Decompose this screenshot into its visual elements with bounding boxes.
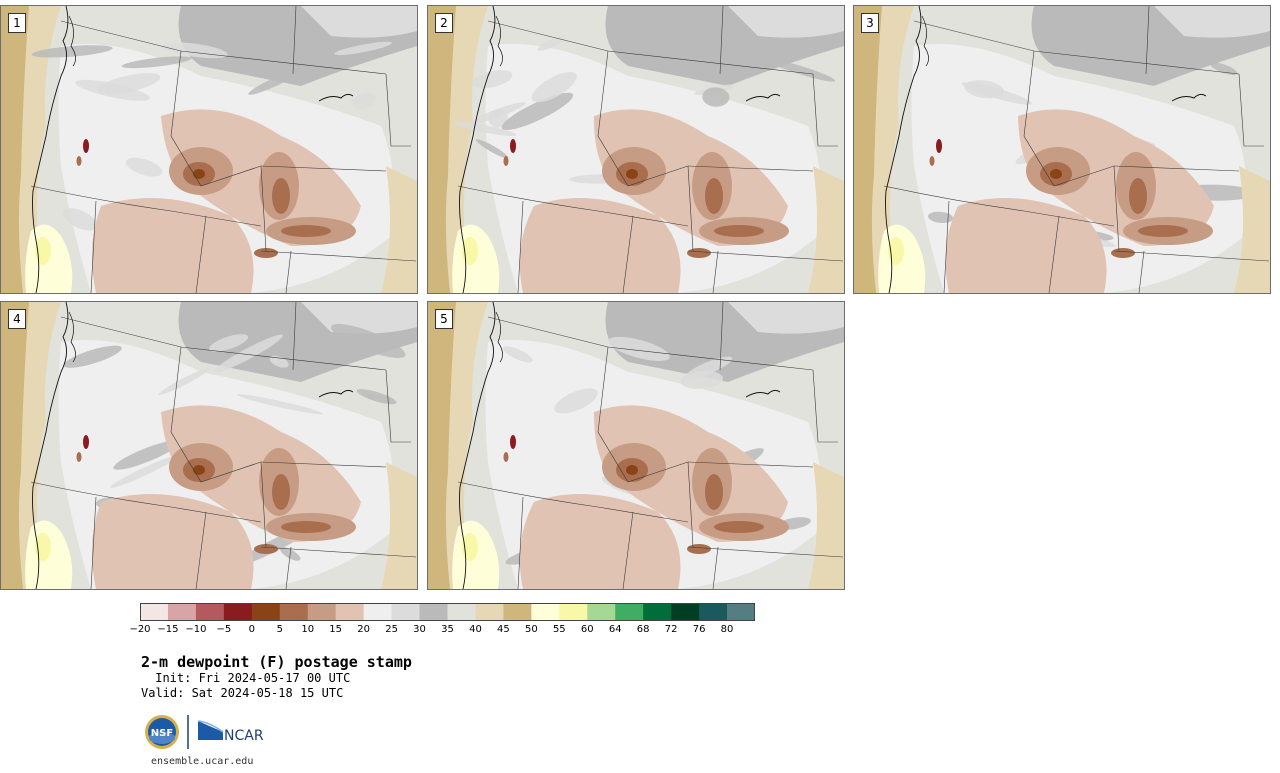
- logos: NSF NCAR: [145, 715, 264, 749]
- colorbar-tick-label: −15: [157, 624, 179, 635]
- colorbar-tick-label: 0: [248, 624, 255, 635]
- colorbar-bin: [140, 603, 169, 621]
- colorbar-tick-label: 45: [497, 624, 510, 635]
- panel-number-label: 2: [435, 13, 453, 33]
- colorbar-bin: [223, 603, 253, 621]
- panel-number-label: 3: [861, 13, 879, 33]
- colorbar-tick-label: 35: [441, 624, 454, 635]
- colorbar-bin: [251, 603, 281, 621]
- map-panel-1: 1: [0, 5, 418, 294]
- colorbar-bin: [671, 603, 700, 621]
- map-panel-4: 4: [0, 301, 418, 590]
- colorbar-bin: [419, 603, 448, 621]
- colorbar-tick-label: −5: [216, 624, 232, 635]
- panel-number-label: 1: [8, 13, 26, 33]
- colorbar-tick-label: 80: [720, 624, 734, 635]
- dewpoint-map-3: [854, 6, 1270, 293]
- colorbar-bin: [167, 603, 197, 621]
- colorbar-tick-label: 50: [524, 624, 538, 635]
- chart-title: 2-m dewpoint (F) postage stamp: [141, 653, 412, 671]
- colorbar-tick-label: −10: [185, 624, 207, 635]
- nsf-logo: NSF: [145, 715, 179, 749]
- colorbar: [140, 603, 755, 621]
- dewpoint-map-4: [1, 302, 417, 589]
- svg-text:NCAR: NCAR: [224, 728, 264, 744]
- footer-url: ensemble.ucar.edu: [151, 756, 254, 767]
- colorbar-bin: [531, 603, 560, 621]
- colorbar-bin: [279, 603, 309, 621]
- colorbar-tick-label: 30: [413, 624, 426, 635]
- colorbar-tick-label: 55: [552, 624, 566, 635]
- colorbar-frame: [140, 603, 755, 621]
- colorbar-tick-label: 76: [692, 624, 706, 635]
- panel-number-label: 4: [8, 309, 26, 329]
- colorbar-tick-label: −20: [129, 624, 151, 635]
- map-panel-3: 3: [853, 5, 1271, 294]
- colorbar-tick-label: 60: [580, 624, 594, 635]
- colorbar-bin: [587, 603, 616, 621]
- colorbar-bin: [335, 603, 365, 621]
- colorbar-tick-label: 10: [301, 624, 315, 635]
- svg-text:NSF: NSF: [151, 728, 173, 739]
- colorbar-bin: [643, 603, 672, 621]
- colorbar-tick-label: 20: [357, 624, 370, 635]
- colorbar-tick-label: 72: [664, 624, 678, 635]
- colorbar-tick-label: 64: [608, 624, 622, 635]
- colorbar-tick-label: 5: [276, 624, 283, 635]
- colorbar-bin: [307, 603, 337, 621]
- colorbar-bin: [363, 603, 393, 621]
- colorbar-bin: [475, 603, 504, 621]
- init-time: Init: Fri 2024-05-17 00 UTC: [148, 671, 351, 685]
- colorbar-bin: [391, 603, 421, 621]
- valid-time: Valid: Sat 2024-05-18 15 UTC: [141, 686, 344, 700]
- dewpoint-map-1: [1, 6, 417, 293]
- map-panel-2: 2: [427, 5, 845, 294]
- colorbar-bin: [615, 603, 644, 621]
- dewpoint-map-2: [428, 6, 844, 293]
- colorbar-bin: [503, 603, 532, 621]
- colorbar-bin: [447, 603, 476, 621]
- colorbar-bin: [559, 603, 588, 621]
- colorbar-bin: [699, 603, 728, 621]
- colorbar-bin: [727, 603, 755, 621]
- colorbar-tick-label: 40: [469, 624, 482, 635]
- colorbar-tick-label: 68: [636, 624, 650, 635]
- colorbar-tick-label: 15: [329, 624, 343, 635]
- ncar-logo: NCAR: [197, 720, 264, 744]
- dewpoint-map-5: [428, 302, 844, 589]
- colorbar-tick-labels: −20 −15 −10 −5 0 5 10 15 20 25 30 35 40 45 50 55 60 64 68 7…: [129, 624, 780, 638]
- map-panel-5: 5: [427, 301, 845, 590]
- colorbar-tick-label: 25: [385, 624, 398, 635]
- colorbar-bin: [195, 603, 225, 621]
- panel-number-label: 5: [435, 309, 453, 329]
